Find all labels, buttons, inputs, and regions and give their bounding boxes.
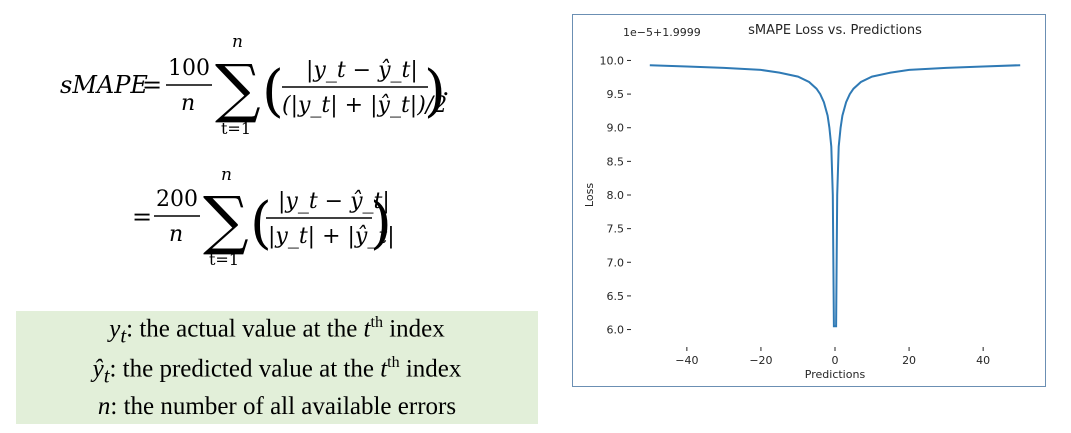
definition-actual: yt: the actual value at the tth index [109,314,445,348]
formula-denominator-2: |y_t| + |ŷ_t| [268,224,395,249]
y-axis: 6.0 6.5 7.0 7.5 8.0 8.5 9.0 9.5 10.0 [600,54,631,337]
chart-title: sMAPE Loss vs. Predictions [748,23,922,38]
formula-sum-top-2: n [221,165,232,185]
y-tick-label: 10.0 [600,54,625,67]
formula-period: . [442,73,450,101]
smape-chart: sMAPE Loss vs. Predictions 1e−5+1.9999 6… [583,23,1021,381]
y-tick-label: 7.5 [607,223,625,236]
left-paren-icon: ( [262,59,284,124]
formula-numerator-2: |y_t − ŷ_t| [278,189,390,214]
x-tick-label: −20 [749,354,772,367]
x-tick-label: −40 [675,354,698,367]
formula-coef-200: 200 [156,187,198,212]
x-tick-label: 20 [902,354,916,367]
y-tick-label: 8.0 [607,189,625,202]
sum-icon: ∑ [203,184,249,258]
y-tick-label: 9.5 [607,88,625,101]
formula-sum-top-1: n [232,32,243,52]
definition-predicted: ŷt: the predicted value at the tth index [92,353,462,387]
y-tick-label: 7.0 [607,256,625,269]
formula-equals-1: = [142,71,162,99]
x-tick-label: 40 [976,354,990,367]
formula-equals-2: = [132,203,152,231]
sum-icon: ∑ [215,52,261,126]
formula-sum-bottom-2: t=1 [209,250,239,269]
definition-n: n: the number of all available errors [97,392,457,420]
chart-frame: sMAPE Loss vs. Predictions 1e−5+1.9999 6… [572,14,1046,387]
y-tick-label: 9.0 [607,122,625,135]
definitions-box: yt: the actual value at the tth index ŷt… [16,311,538,424]
formula-panel: sMAPE = 100 n n ∑ t=1 ( |y_t − ŷ_t| (|y_… [16,32,538,424]
left-paren-icon: ( [250,191,272,256]
y-tick-label: 6.0 [607,324,625,337]
right-paren-icon: ) [370,191,392,256]
formula-lhs: sMAPE [60,71,148,99]
formula-coef-100: 100 [168,56,210,81]
y-tick-label: 6.5 [607,290,625,303]
right-paren-icon: ) [424,59,446,124]
loss-line-series [649,64,1021,328]
smape-formula: sMAPE = 100 n n ∑ t=1 ( |y_t − ŷ_t| (|y_… [60,32,450,269]
y-tick-label: 8.5 [607,155,625,168]
x-axis: −40 −20 0 20 40 [675,347,990,367]
formula-denom-n-2: n [169,222,183,247]
y-axis-label: Loss [583,183,596,207]
formula-denom-n-1: n [181,91,195,116]
formula-sum-bottom-1: t=1 [221,119,251,138]
x-tick-label: 0 [832,354,839,367]
x-axis-label: Predictions [805,368,866,381]
chart-offset-text: 1e−5+1.9999 [623,26,701,39]
formula-denominator-1: (|y_t| + |ŷ_t|)/2 [282,93,447,118]
formula-numerator-1: |y_t − ŷ_t| [306,58,418,83]
